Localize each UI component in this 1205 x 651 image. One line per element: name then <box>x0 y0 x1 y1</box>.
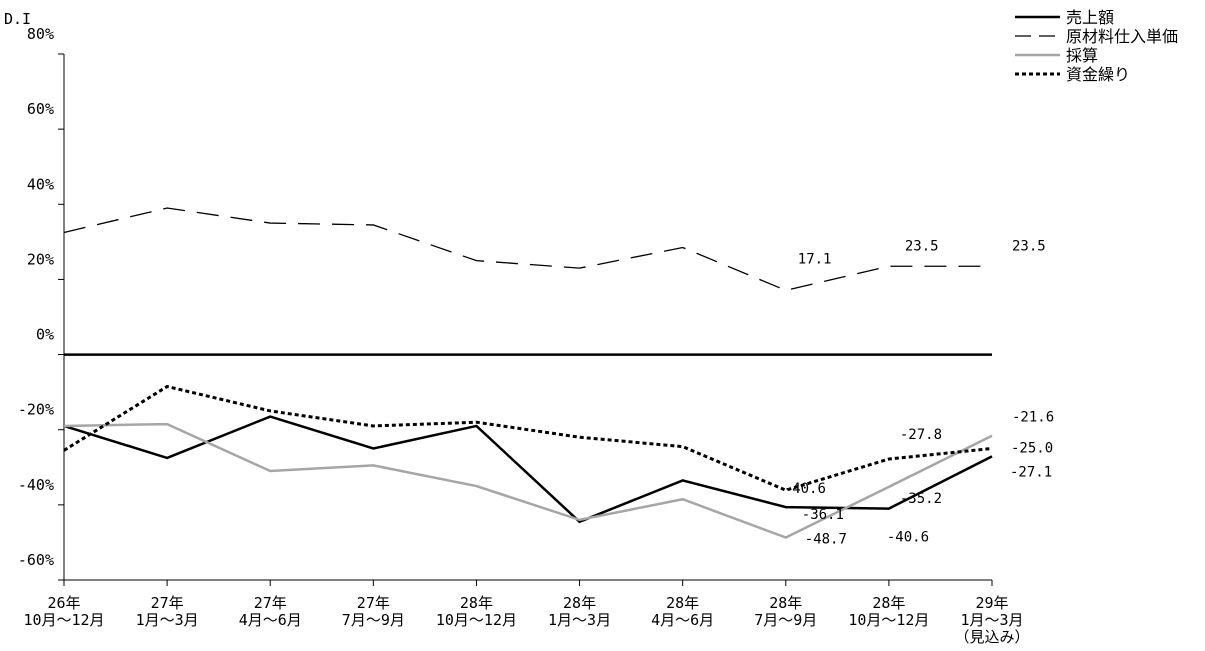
data-label: 23.5 <box>905 238 939 254</box>
data-label: -36.1 <box>802 507 844 523</box>
data-label: 23.5 <box>1012 238 1046 254</box>
data-label: -21.6 <box>1012 410 1054 426</box>
x-tick-label: 27年 <box>151 594 184 612</box>
x-tick-label: 29年 <box>975 594 1008 612</box>
x-tick-label: 26年 <box>47 594 80 612</box>
x-tick-label: 28年 <box>666 594 699 612</box>
x-tick-label: 28年 <box>563 594 596 612</box>
x-tick-label: 27年 <box>357 594 390 612</box>
x-tick-label: 7月～9月 <box>342 611 405 629</box>
x-tick-label: （見込み） <box>954 628 1029 646</box>
data-label: -35.2 <box>900 491 942 507</box>
legend-label: 原材料仕入単価 <box>1066 27 1178 46</box>
x-tick-label: 1月～3月 <box>960 611 1023 629</box>
x-tick-label: 28年 <box>872 594 905 612</box>
data-label: -40.6 <box>784 481 826 497</box>
data-label: -40.6 <box>887 530 929 546</box>
x-tick-label: 4月～6月 <box>651 611 714 629</box>
series-line-1 <box>63 207 992 292</box>
x-tick-label: 1月～3月 <box>136 611 199 629</box>
x-tick-label: 27年 <box>254 594 287 612</box>
x-tick-label: 28年 <box>460 594 493 612</box>
x-tick-label: 28年 <box>769 594 802 612</box>
legend-label: 資金繰り <box>1066 65 1130 84</box>
x-tick-label: 10月～12月 <box>436 611 517 629</box>
y-tick-label: -20% <box>18 401 54 419</box>
y-tick-label: 20% <box>27 250 54 268</box>
y-tick-label: 60% <box>27 100 54 118</box>
data-label: -48.7 <box>805 532 847 548</box>
series-line-0 <box>63 415 993 524</box>
series-line-2 <box>63 422 993 539</box>
y-axis-label: D.I <box>4 10 31 28</box>
series-line-3 <box>63 384 993 492</box>
data-label: 17.1 <box>798 251 832 267</box>
x-tick-label: 4月～6月 <box>239 611 302 629</box>
legend-label: 売上額 <box>1066 8 1114 27</box>
legend-label: 採算 <box>1066 46 1098 65</box>
data-label: -25.0 <box>1011 441 1053 457</box>
x-tick-label: 7月～9月 <box>754 611 817 629</box>
y-tick-label: -40% <box>18 476 54 494</box>
y-tick-label: 40% <box>27 175 54 193</box>
data-label: -27.1 <box>1010 464 1052 480</box>
x-tick-label: 10月～12月 <box>23 611 104 629</box>
data-label: -27.8 <box>900 427 942 443</box>
y-tick-label: 0% <box>36 326 54 344</box>
y-tick-label: -60% <box>18 551 54 569</box>
x-tick-label: 1月～3月 <box>548 611 611 629</box>
x-tick-label: 10月～12月 <box>848 611 929 629</box>
y-tick-label: 80% <box>27 25 54 43</box>
